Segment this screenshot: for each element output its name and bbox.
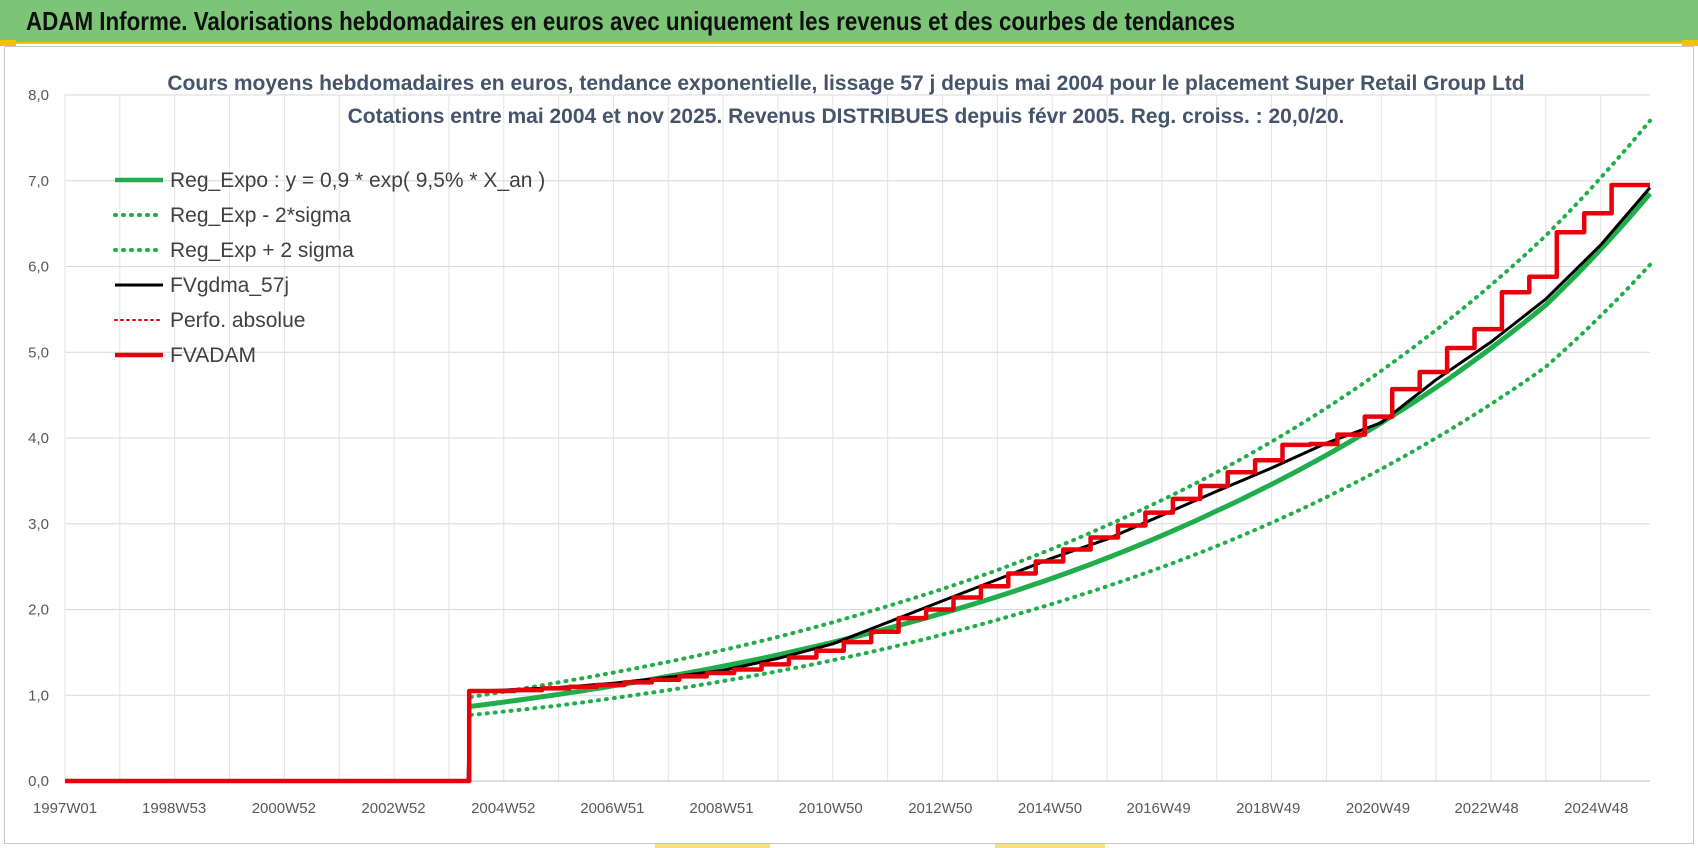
legend-label: FVgdma_57j [170,274,289,297]
bottom-tab-marker [655,844,770,848]
x-tick-label: 2020W49 [1346,800,1410,817]
x-tick-label: 2000W52 [252,800,316,817]
x-tick-label: 2016W49 [1126,800,1190,817]
series-reg-plus-2sigma [468,118,1652,699]
axis-labels: 0,0 1,0 2,0 3,0 4,0 5,0 6,0 7,0 8,0 1997W01 1998W5… [28,87,1628,817]
y-tick-label: 2,0 [28,602,49,619]
x-tick-label: 1998W53 [142,800,206,817]
y-tick-label: 7,0 [28,173,49,190]
bottom-tab-marker [995,844,1105,848]
series-group [65,118,1652,784]
report-title: ADAM Informe. Valorisations hebdomadaire… [26,6,1236,36]
series-fvadam [65,182,1650,784]
legend: Reg_Expo : y = 0,9 * exp( 9,5% * X_an ) R… [113,169,545,367]
x-tick-label: 2014W50 [1018,800,1082,817]
x-tick-label: 2010W50 [799,800,863,817]
legend-label: FVADAM [170,344,256,367]
y-tick-label: 1,0 [28,687,49,704]
y-tick-label: 3,0 [28,516,49,533]
x-tick-label: 2022W48 [1454,800,1518,817]
y-tick-label: 5,0 [28,344,49,361]
x-tick-label: 1997W01 [33,800,97,817]
y-tick-label: 4,0 [28,430,49,447]
x-tick-label: 2008W51 [689,800,753,817]
report-header: ADAM Informe. Valorisations hebdomadaire… [0,0,1698,44]
legend-label: Perfo. absolue [170,309,305,332]
corner-marker-right [1682,40,1698,46]
chart-title-line2: Cotations entre mai 2004 et nov 2025. Re… [348,105,1345,128]
series-perfo-absolue [65,185,1650,781]
legend-label: Reg_Exp + 2 sigma [170,239,354,262]
grid-lines [64,94,1650,782]
y-tick-label: 6,0 [28,259,49,276]
x-tick-label: 2024W48 [1564,800,1628,817]
series-reg-expo [470,191,1652,709]
x-tick-label: 2018W49 [1236,800,1300,817]
x-tick-label: 2012W50 [908,800,972,817]
x-tick-label: 2004W52 [471,800,535,817]
x-tick-label: 2002W52 [361,800,425,817]
x-tick-label: 2006W51 [580,800,644,817]
series-fvgdma-57j [65,186,1652,783]
corner-marker-left [0,40,16,46]
legend-label: Reg_Exp - 2*sigma [170,204,351,227]
y-tick-label: 8,0 [28,87,49,104]
y-tick-label: 0,0 [28,773,49,790]
legend-label: Reg_Expo : y = 0,9 * exp( 9,5% * X_an ) [170,169,545,192]
chart-title-line1: Cours moyens hebdomadaires en euros, ten… [167,72,1524,95]
chart-frame [4,46,1694,844]
series-reg-minus-2sigma [468,262,1652,717]
